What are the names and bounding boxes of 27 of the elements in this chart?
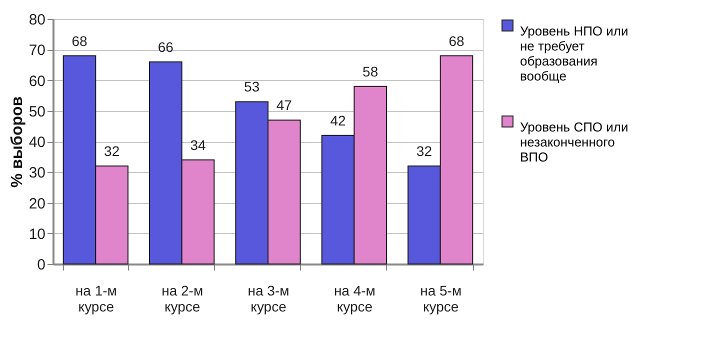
y-tick-label: 0 xyxy=(37,256,46,274)
legend-label: Уровень СПО или незаконченного ВПО xyxy=(520,120,628,164)
x-tick-label: на 2-м курсе xyxy=(162,282,204,314)
y-tick-label: 50 xyxy=(28,103,46,120)
y-tick-label: 80 xyxy=(28,12,46,28)
data-label: 32 xyxy=(104,143,120,159)
data-label: 47 xyxy=(276,97,292,114)
y-tick-label: 30 xyxy=(28,164,46,182)
legend-label: Уровень НПО или не требует образования вообще xyxy=(520,24,628,84)
y-tick-label: 40 xyxy=(28,134,46,151)
y-tick-label: 70 xyxy=(28,42,46,60)
x-tick-label: на 5-м курсе xyxy=(420,282,462,314)
data-label: 53 xyxy=(244,78,260,95)
y-tick-label: 60 xyxy=(28,72,46,90)
y-tick-label: 10 xyxy=(28,226,46,243)
data-label: 34 xyxy=(190,136,206,153)
y-axis-title: % выборов xyxy=(8,96,26,188)
data-label: 68 xyxy=(448,32,464,49)
x-tick-label: на 1-м курсе xyxy=(75,282,117,314)
x-tick-label: на 3-м курсе xyxy=(248,282,290,314)
data-label: 32 xyxy=(416,143,432,159)
data-label: 42 xyxy=(330,112,346,128)
y-tick-label: 20 xyxy=(28,195,46,212)
data-label: 58 xyxy=(362,63,378,80)
x-tick-label: на 4-м курсе xyxy=(334,282,376,314)
data-label: 68 xyxy=(72,32,88,49)
data-label: 66 xyxy=(158,38,174,55)
